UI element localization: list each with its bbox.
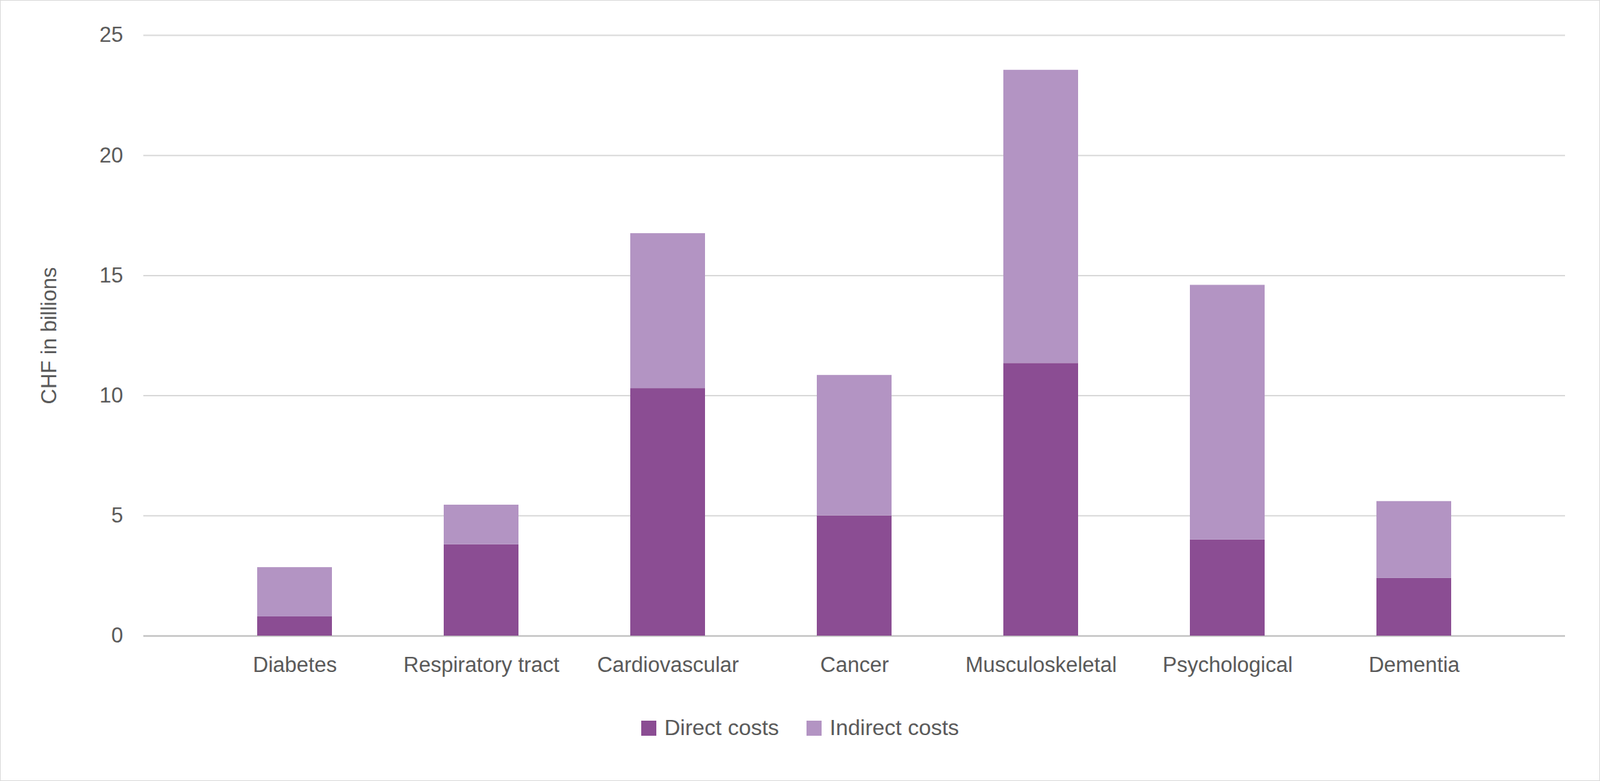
svg-text:Dementia: Dementia <box>1368 652 1461 677</box>
svg-text:15: 15 <box>99 263 123 288</box>
svg-text:10: 10 <box>99 383 123 408</box>
svg-text:Psychological: Psychological <box>1162 652 1293 677</box>
svg-text:0: 0 <box>111 623 123 648</box>
svg-text:Musculoskeletal: Musculoskeletal <box>965 652 1118 677</box>
svg-text:20: 20 <box>99 143 123 168</box>
svg-text:Diabetes: Diabetes <box>253 652 337 677</box>
svg-text:CHF in billions: CHF in billions <box>37 267 62 405</box>
html-text:Direct costs: Direct costs <box>664 715 779 740</box>
svg-text:Respiratory tract: Respiratory tract <box>403 652 560 677</box>
svg-text:25: 25 <box>99 22 123 47</box>
html-text:Indirect costs: Indirect costs <box>829 715 959 740</box>
svg-text:Cardiovascular: Cardiovascular <box>597 652 740 677</box>
svg-text:Cancer: Cancer <box>820 652 889 677</box>
svg-text:5: 5 <box>111 503 123 528</box>
